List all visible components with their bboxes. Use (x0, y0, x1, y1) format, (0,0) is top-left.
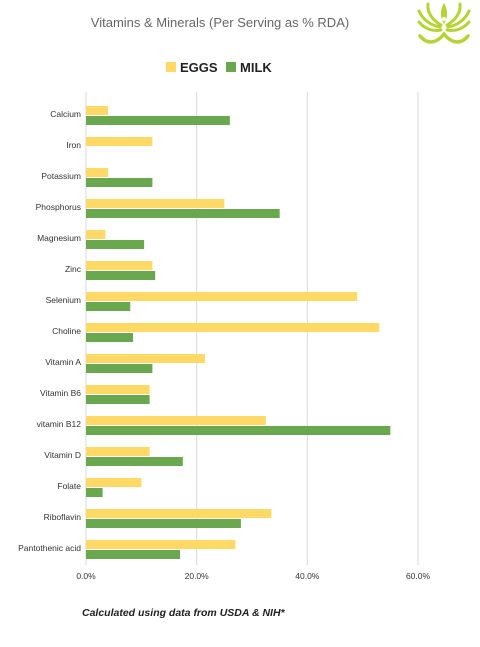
bar-milk-phosphorus (86, 209, 280, 218)
category-label-vitamin-d: Vitamin D (44, 450, 81, 460)
bar-milk-vitamin-b6 (86, 395, 150, 404)
category-label-potassium: Potassium (41, 171, 81, 181)
x-tick-label: 20.0% (185, 571, 210, 581)
bar-milk-potassium (86, 178, 153, 187)
legend-swatch-milk (226, 62, 236, 72)
legend-label-milk: MILK (240, 60, 272, 75)
category-label-calcium: Calcium (50, 109, 81, 119)
bar-eggs-riboflavin (86, 509, 272, 518)
bar-milk-magnesium (86, 240, 145, 249)
category-label-phosphorus: Phosphorus (36, 202, 81, 212)
bar-milk-calcium (86, 116, 230, 125)
bar-eggs-phosphorus (86, 199, 225, 208)
category-label-choline: Choline (52, 326, 81, 336)
x-tick-label: 60.0% (406, 571, 431, 581)
bar-milk-vitamin-b12 (86, 426, 391, 435)
category-label-vitamin-b6: Vitamin B6 (40, 388, 81, 398)
category-labels: Calcium Iron Potassium Phosphorus Magnesium Z… (18, 109, 82, 553)
bar-milk-zinc (86, 271, 156, 280)
bar-eggs-vitamin-b6 (86, 385, 150, 394)
bar-milk-vitamin-a (86, 364, 153, 373)
bar-eggs-vitamin-b12 (86, 416, 266, 425)
bar-eggs-iron (86, 137, 153, 146)
category-label-riboflavin: Riboflavin (44, 512, 82, 522)
bars (86, 106, 391, 559)
legend-swatch-eggs (166, 62, 176, 72)
bar-milk-pantothenic-acid (86, 550, 181, 559)
bar-milk-riboflavin (86, 519, 241, 528)
lotus-icon (417, 2, 471, 44)
category-label-pantothenic-acid: Pantothenic acid (18, 543, 81, 553)
bar-milk-selenium (86, 302, 131, 311)
bar-milk-folate (86, 488, 103, 497)
bar-eggs-zinc (86, 261, 153, 270)
chart-title: Vitamins & Minerals (Per Serving as % RD… (91, 15, 349, 30)
bar-eggs-selenium (86, 292, 358, 301)
footnote: Calculated using data from USDA & NIH* (82, 607, 285, 619)
bar-eggs-folate (86, 478, 142, 487)
bar-eggs-potassium (86, 168, 109, 177)
bar-eggs-vitamin-a (86, 354, 205, 363)
category-label-magnesium: Magnesium (37, 233, 81, 243)
bar-milk-vitamin-d (86, 457, 183, 466)
x-tick-labels: 0.0% 20.0% 40.0% 60.0% (76, 571, 430, 581)
bar-eggs-magnesium (86, 230, 106, 239)
category-label-iron: Iron (66, 140, 81, 150)
category-label-zinc: Zinc (65, 264, 82, 274)
bar-milk-choline (86, 333, 134, 342)
category-label-vitamin-a: Vitamin A (45, 357, 81, 367)
x-tick-label: 0.0% (76, 571, 96, 581)
bar-eggs-pantothenic-acid (86, 540, 236, 549)
category-label-selenium: Selenium (46, 295, 81, 305)
bar-eggs-vitamin-d (86, 447, 150, 456)
legend-label-eggs: EGGS (180, 60, 218, 75)
legend: EGGS MILK (166, 60, 272, 75)
bar-eggs-choline (86, 323, 380, 332)
category-label-vitamin-b12: vitamin B12 (37, 419, 82, 429)
x-tick-label: 40.0% (295, 571, 320, 581)
bar-eggs-calcium (86, 106, 109, 115)
category-label-folate: Folate (57, 481, 81, 491)
